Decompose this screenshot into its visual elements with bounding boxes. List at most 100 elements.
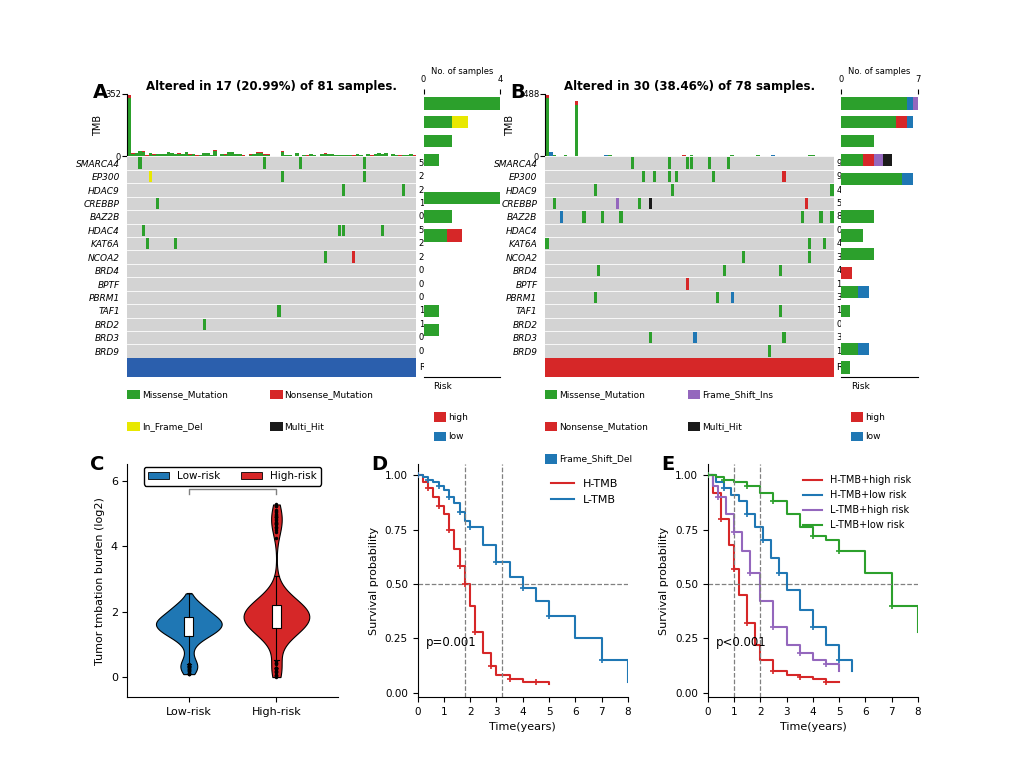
Text: 5%: 5% bbox=[419, 159, 432, 168]
Bar bbox=[252, 154, 256, 157]
Bar bbox=[693, 332, 696, 344]
Bar bbox=[146, 238, 149, 250]
Text: 1%: 1% bbox=[836, 306, 849, 316]
Bar bbox=[149, 171, 152, 182]
L-TMB+high risk bbox=[833, 666, 845, 676]
Bar bbox=[715, 291, 718, 303]
Y-axis label: Tumor tmbation burden (log2): Tumor tmbation burden (log2) bbox=[95, 496, 105, 665]
Bar bbox=[323, 251, 327, 263]
Text: low: low bbox=[447, 432, 463, 441]
H-TMB+high risk bbox=[701, 471, 713, 480]
L-TMB bbox=[517, 583, 529, 593]
Bar bbox=[782, 171, 785, 182]
Bar bbox=[135, 153, 138, 157]
H-TMB bbox=[485, 662, 497, 671]
Bar bbox=[593, 291, 596, 303]
Bar bbox=[337, 155, 341, 157]
Bar bbox=[807, 238, 811, 250]
Text: 4%: 4% bbox=[836, 186, 849, 194]
Bar bbox=[548, 153, 552, 156]
Bar bbox=[671, 184, 674, 196]
Text: 0%: 0% bbox=[419, 212, 432, 222]
L-TMB+high risk bbox=[735, 547, 747, 556]
Bar bbox=[777, 265, 781, 276]
H-TMB bbox=[432, 501, 444, 511]
Text: 0%: 0% bbox=[419, 293, 432, 302]
L-TMB+high risk bbox=[806, 655, 818, 665]
Bar bbox=[811, 155, 814, 157]
L-TMB+high risk bbox=[780, 640, 792, 649]
Text: p<0.001: p<0.001 bbox=[715, 636, 766, 649]
Bar bbox=[895, 116, 906, 128]
Line: H-TMB+high risk: H-TMB+high risk bbox=[707, 475, 839, 682]
Text: 5%: 5% bbox=[419, 226, 432, 235]
H-TMB bbox=[464, 601, 476, 610]
Bar bbox=[163, 154, 166, 157]
Text: Missense_Mutation: Missense_Mutation bbox=[142, 390, 227, 399]
Bar bbox=[686, 157, 689, 169]
L-TMB+high risk bbox=[701, 471, 713, 480]
Text: 9%: 9% bbox=[836, 172, 849, 181]
H-TMB bbox=[469, 627, 481, 637]
Bar bbox=[545, 238, 548, 250]
H-TMB+high risk bbox=[741, 619, 753, 628]
Bar bbox=[263, 155, 266, 157]
H-TMB bbox=[503, 675, 516, 684]
H-TMB+high risk bbox=[766, 666, 779, 676]
Bar bbox=[648, 197, 651, 209]
Bar bbox=[552, 197, 555, 209]
Bar bbox=[807, 156, 811, 157]
Bar bbox=[180, 153, 184, 157]
H-TMB+high risk bbox=[793, 673, 805, 682]
Bar bbox=[177, 153, 180, 157]
Bar bbox=[822, 238, 825, 250]
Bar bbox=[206, 153, 209, 157]
H-TMB+low risk bbox=[748, 523, 760, 532]
Bar bbox=[841, 153, 862, 166]
Text: 3%: 3% bbox=[836, 293, 849, 302]
Bar bbox=[707, 157, 711, 169]
H-TMB bbox=[529, 677, 541, 687]
H-TMB+low risk bbox=[819, 640, 832, 649]
Bar bbox=[841, 173, 901, 185]
Bar bbox=[818, 211, 821, 222]
H-TMB bbox=[490, 670, 502, 680]
Line: H-TMB+low risk: H-TMB+low risk bbox=[707, 475, 852, 671]
L-TMB+low risk bbox=[753, 488, 765, 497]
Text: 2%: 2% bbox=[419, 186, 432, 194]
Bar bbox=[770, 156, 773, 157]
Bar bbox=[152, 154, 156, 157]
Bar bbox=[727, 157, 730, 169]
Bar bbox=[199, 155, 202, 157]
Text: E: E bbox=[661, 455, 675, 474]
Bar bbox=[559, 211, 562, 222]
Bar bbox=[452, 116, 468, 128]
Bar bbox=[203, 319, 206, 330]
L-TMB bbox=[622, 677, 634, 687]
Bar bbox=[209, 155, 213, 157]
L-TMB bbox=[417, 473, 429, 482]
H-TMB+high risk bbox=[728, 564, 740, 573]
Bar bbox=[804, 197, 807, 209]
Bar bbox=[641, 171, 644, 182]
Text: Multi_Hit: Multi_Hit bbox=[701, 422, 742, 431]
Bar bbox=[582, 211, 585, 222]
Bar bbox=[166, 152, 170, 157]
Text: 3%: 3% bbox=[836, 334, 849, 342]
Bar bbox=[330, 154, 334, 157]
Bar bbox=[689, 157, 692, 169]
L-TMB+low risk bbox=[728, 477, 740, 486]
H-TMB bbox=[437, 510, 449, 519]
H-TMB+low risk bbox=[846, 666, 858, 676]
Bar bbox=[391, 153, 394, 157]
Bar bbox=[730, 156, 734, 157]
Bar bbox=[648, 332, 651, 344]
Bar bbox=[689, 156, 693, 157]
Bar bbox=[401, 155, 406, 157]
Bar bbox=[139, 157, 142, 169]
H-TMB+high risk bbox=[753, 655, 765, 665]
Text: 0%: 0% bbox=[419, 266, 432, 275]
Text: 0%: 0% bbox=[836, 319, 849, 329]
Bar bbox=[544, 96, 548, 98]
Text: 5%: 5% bbox=[836, 199, 849, 208]
